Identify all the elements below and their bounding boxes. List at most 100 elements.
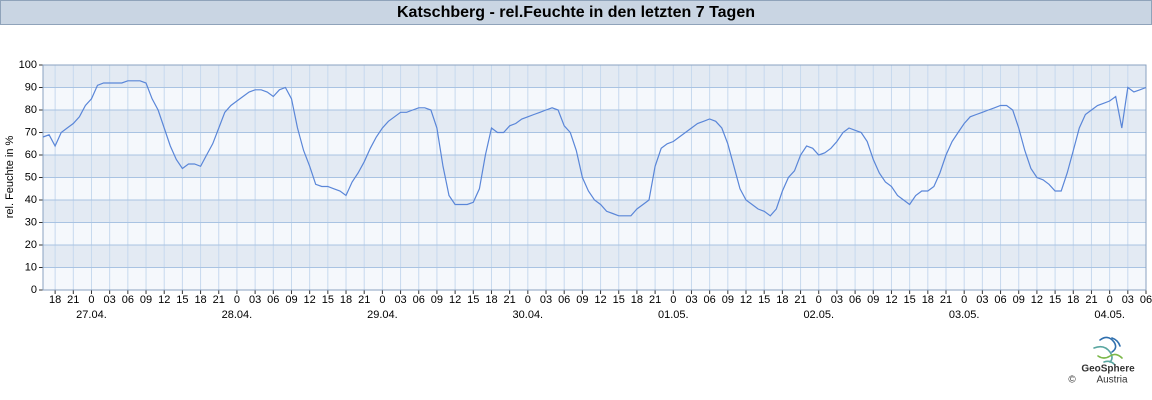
labels: 18 21 0 03 06 09 12 15 18 21 0 03 06 09 12 15 18 21 0 03 06 0… — [19, 59, 1152, 321]
data-line — [42, 80, 1147, 217]
lines — [42, 80, 1147, 217]
y-tick-label: 80 — [25, 104, 37, 116]
y-tick-label: 0 — [31, 284, 37, 296]
x-tick-label: 21 — [504, 294, 516, 306]
chart-title: Katschberg - rel.Feuchte in den letzten … — [397, 4, 755, 21]
y-tick-label: 100 — [19, 59, 37, 71]
date-label: 03.05. — [949, 309, 980, 321]
x-tick-label: 15 — [904, 294, 916, 306]
y-tick-label: 10 — [25, 261, 37, 273]
x-tick-label: 12 — [158, 294, 170, 306]
x-tick-label: 15 — [1049, 294, 1061, 306]
x-tick-label: 15 — [322, 294, 334, 306]
y-tick-label: 50 — [25, 171, 37, 183]
x-tick-label: 15 — [758, 294, 770, 306]
x-tick-label: 03 — [976, 294, 988, 306]
x-tick-label: 18 — [776, 294, 788, 306]
x-tick-label: 18 — [1067, 294, 1079, 306]
x-tick-label: 18 — [631, 294, 643, 306]
grid-band — [43, 177, 1146, 200]
logo-sub: Austria — [1096, 375, 1128, 386]
x-tick-label: 03 — [104, 294, 116, 306]
y-tick-label: 30 — [25, 216, 37, 228]
x-tick-label: 18 — [485, 294, 497, 306]
x-tick-label: 15 — [613, 294, 625, 306]
x-tick-label: 12 — [304, 294, 316, 306]
x-tick-label: 0 — [816, 294, 822, 306]
plot-background — [43, 65, 1146, 290]
date-label: 27.04. — [76, 309, 107, 321]
x-tick-label: 06 — [122, 294, 134, 306]
x-tick-label: 21 — [940, 294, 952, 306]
x-tick-label: 12 — [1031, 294, 1043, 306]
x-tick-label: 18 — [340, 294, 352, 306]
y-axis-label: rel. Feuchte in % — [4, 136, 16, 219]
grid-band — [43, 65, 1146, 88]
x-tick-label: 0 — [88, 294, 94, 306]
grid-band — [43, 87, 1146, 110]
x-tick-label: 03 — [831, 294, 843, 306]
x-tick-label: 06 — [849, 294, 861, 306]
y-tick-label: 40 — [25, 194, 37, 206]
x-tick-label: 12 — [885, 294, 897, 306]
y-tick-label: 20 — [25, 239, 37, 251]
date-label: 01.05. — [658, 309, 689, 321]
x-tick-label: 03 — [540, 294, 552, 306]
date-label: 02.05. — [803, 309, 834, 321]
grid-band — [43, 200, 1146, 223]
x-tick-label: 09 — [140, 294, 152, 306]
date-label: 04.05. — [1094, 309, 1125, 321]
x-tick-label: 12 — [740, 294, 752, 306]
x-tick-label: 12 — [449, 294, 461, 306]
x-tick-label: 03 — [394, 294, 406, 306]
grid — [39, 64, 1147, 294]
x-tick-label: 21 — [1085, 294, 1097, 306]
x-tick-label: 21 — [794, 294, 806, 306]
title-bar — [0, 0, 1152, 25]
x-tick-label: 03 — [249, 294, 261, 306]
x-tick-label: 03 — [1122, 294, 1134, 306]
plot-frame — [42, 64, 1147, 291]
logo-name: GeoSphere — [1081, 364, 1135, 375]
x-tick-label: 09 — [576, 294, 588, 306]
grid-band — [43, 245, 1146, 268]
x-tick-label: 15 — [176, 294, 188, 306]
y-tick-label: 70 — [25, 126, 37, 138]
grid-band — [43, 222, 1146, 245]
date-label: 29.04. — [367, 309, 398, 321]
x-tick-label: 06 — [994, 294, 1006, 306]
copyright: © — [1068, 375, 1076, 386]
x-tick-label: 03 — [685, 294, 697, 306]
x-tick-label: 09 — [1013, 294, 1025, 306]
x-tick-label: 0 — [670, 294, 676, 306]
x-tick-label: 18 — [49, 294, 61, 306]
x-tick-label: 06 — [1140, 294, 1152, 306]
x-tick-label: 0 — [379, 294, 385, 306]
logo: GeoSphere Austria © — [1068, 336, 1135, 386]
date-label: 28.04. — [222, 309, 253, 321]
x-tick-label: 21 — [67, 294, 79, 306]
grid-band — [43, 155, 1146, 178]
grid-band — [43, 267, 1146, 290]
x-tick-label: 21 — [358, 294, 370, 306]
x-tick-label: 06 — [413, 294, 425, 306]
y-tick-label: 90 — [25, 81, 37, 93]
grid-band — [43, 110, 1146, 133]
x-tick-label: 0 — [1107, 294, 1113, 306]
x-tick-label: 06 — [558, 294, 570, 306]
x-tick-label: 15 — [467, 294, 479, 306]
x-tick-label: 12 — [594, 294, 606, 306]
x-tick-label: 0 — [525, 294, 531, 306]
x-tick-label: 06 — [704, 294, 716, 306]
x-tick-label: 21 — [649, 294, 661, 306]
x-tick-label: 06 — [267, 294, 279, 306]
x-tick-label: 09 — [285, 294, 297, 306]
date-label: 30.04. — [513, 309, 544, 321]
x-tick-label: 0 — [234, 294, 240, 306]
x-tick-label: 0 — [961, 294, 967, 306]
x-tick-label: 09 — [722, 294, 734, 306]
x-tick-label: 09 — [867, 294, 879, 306]
x-tick-label: 18 — [194, 294, 206, 306]
x-tick-label: 21 — [213, 294, 225, 306]
